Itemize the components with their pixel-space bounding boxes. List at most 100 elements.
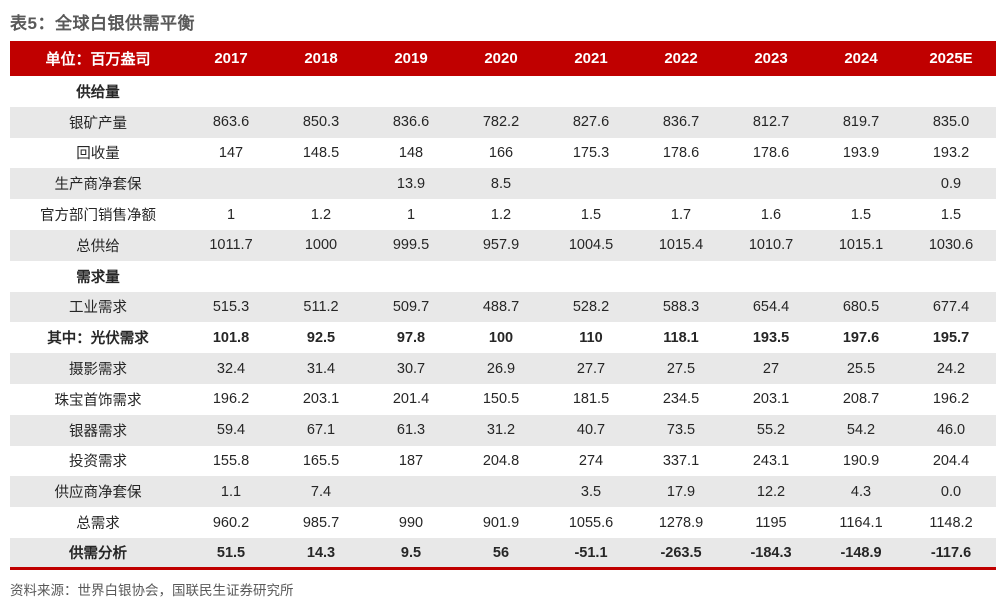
value-cell: 155.8 [212,452,250,469]
value-cell [726,168,816,199]
value-cell: 677.4 [932,298,970,315]
value-cell: 1.7 [670,206,692,223]
value-cell: 26.9 [486,360,516,377]
value-cell: 836.7 [662,114,700,131]
value-cell: 1015.4 [658,237,704,254]
value-cell: 40.7 [576,422,606,439]
year-header-cell: 2017 [186,41,276,76]
value-cell: 27.7 [576,360,606,377]
value-cell [726,76,816,107]
value-cell: 836.6 [392,114,430,131]
value-cell: 12.2 [756,483,786,500]
value-cell: 32.4 [216,360,246,377]
value-cell [726,261,816,292]
unit-header-cell: 单位：百万盎司 [10,41,186,76]
value-cell [276,168,366,199]
value-cell [546,261,636,292]
value-cell: 1010.7 [748,237,794,254]
value-cell: -184.3 [750,544,792,561]
value-cell: 243.1 [752,452,790,469]
table-title: 表5：全球白银供需平衡 [10,14,195,33]
value-cell [816,168,906,199]
table-row: 银器需求 59.4 67.1 61.3 31.2 40.7 73.5 55.2 54.2 46.0 [10,414,996,446]
value-cell: 73.5 [666,422,696,439]
row-label: 珠宝首饰需求 [54,392,142,409]
value-cell: 957.9 [482,237,520,254]
row-label: 供给量 [76,84,120,101]
value-cell: 1.5 [850,206,872,223]
value-cell: 196.2 [212,391,250,408]
value-cell: 1195 [755,514,787,531]
value-cell: 0.0 [940,483,962,500]
year-header-cell: 2023 [726,41,816,76]
value-cell: 59.4 [216,422,246,439]
value-cell: 1.1 [220,483,242,500]
value-cell: 61.3 [396,422,426,439]
value-cell [276,76,366,107]
value-cell [186,168,276,199]
value-cell: 46.0 [936,422,966,439]
value-cell: 960.2 [212,514,250,531]
value-cell: 150.5 [482,391,520,408]
value-cell: 27 [762,360,780,377]
value-cell: 148.5 [302,144,340,161]
row-label: 官方部门销售净额 [40,208,156,225]
value-cell: 195.7 [932,329,970,346]
value-cell: 337.1 [662,452,700,469]
value-cell [636,261,726,292]
row-label: 其中：光伏需求 [47,331,149,348]
value-cell: -263.5 [660,544,702,561]
year-header-cell: 2018 [276,41,366,76]
value-cell: 1030.6 [928,237,974,254]
table-row: 供需分析 51.5 14.3 9.5 56 -51.1 -263.5 -184.3 -148.9… [10,537,996,569]
row-label: 需求量 [76,269,120,286]
value-cell: 1148.2 [929,514,973,531]
value-cell: 110 [579,329,603,346]
table-row: 摄影需求 32.4 31.4 30.7 26.9 27.7 27.5 27 25.5 24.2 [10,353,996,384]
value-cell: 187 [398,452,424,469]
value-cell: 515.3 [212,298,250,315]
year-header-cell: 2019 [366,41,456,76]
row-label: 总供给 [76,238,120,255]
table-row: 其中：光伏需求 101.8 92.5 97.8 100 110 118.1 193.5 197.… [10,322,996,354]
value-cell: 147 [218,144,244,161]
value-cell: 101.8 [212,329,250,346]
value-cell [186,76,276,107]
value-cell: 528.2 [572,298,610,315]
value-cell: 54.2 [846,422,876,439]
value-cell [906,76,996,107]
value-cell [546,76,636,107]
source-note: 资料来源：世界白银协会，国联民生证券研究所 [10,583,294,599]
value-cell: 203.1 [302,391,340,408]
value-cell: 234.5 [662,391,700,408]
table-row: 生产商净套保 13.9 8.5 0.9 [10,168,996,200]
supply-demand-table: 单位：百万盎司 2017 2018 2019 2020 2021 2022 2023 2024… [10,41,996,571]
value-cell: 193.5 [752,329,790,346]
value-cell [546,168,636,199]
value-cell: 1278.9 [658,514,704,531]
year-header-cell: 2020 [456,41,546,76]
row-label: 银矿产量 [69,115,127,132]
table-row: 供应商净套保 1.1 7.4 3.5 17.9 12.2 4.3 0.0 [10,476,996,508]
row-label: 回收量 [76,146,120,163]
value-cell: 1.5 [940,206,962,223]
value-cell [816,261,906,292]
value-cell [456,261,546,292]
value-cell: 1.2 [490,206,512,223]
value-cell [906,261,996,292]
value-cell: 181.5 [572,391,610,408]
value-cell: 178.6 [662,144,700,161]
value-cell [816,76,906,107]
value-cell: 208.7 [842,391,880,408]
value-cell: 197.6 [842,329,880,346]
value-cell: 24.2 [936,360,966,377]
value-cell: 835.0 [932,114,970,131]
value-cell: -117.6 [930,544,972,561]
value-cell: 819.7 [842,114,880,131]
value-cell: 1164.1 [839,514,883,531]
value-cell: 850.3 [302,114,340,131]
value-cell: 1004.5 [568,237,614,254]
year-header-cell: 2022 [636,41,726,76]
row-label: 生产商净套保 [54,177,142,194]
